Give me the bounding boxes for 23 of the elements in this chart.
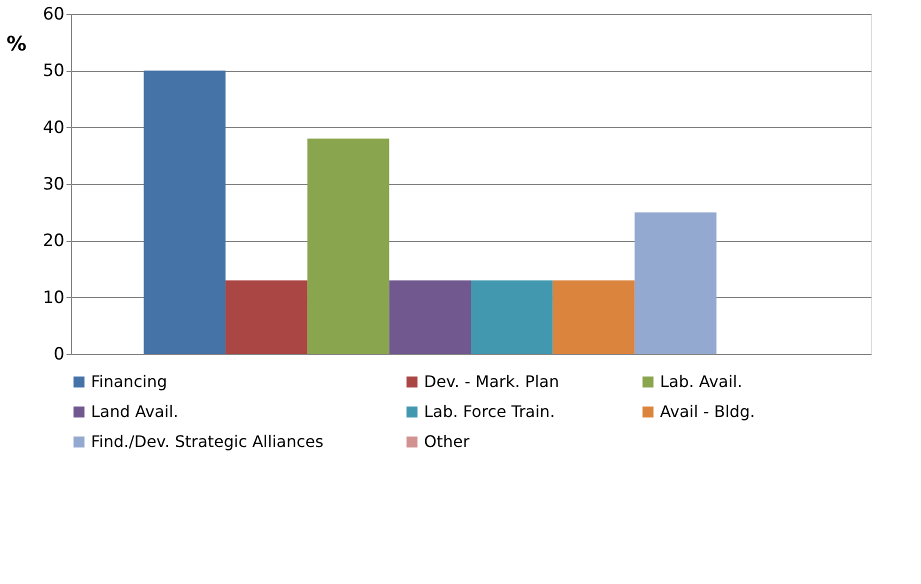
bar (389, 280, 471, 354)
bar (144, 70, 226, 354)
legend-label: Land Avail. (91, 402, 178, 421)
legend-label: Find./Dev. Strategic Alliances (91, 432, 324, 451)
legend-label: Other (424, 432, 470, 451)
bar (471, 280, 553, 354)
legend-label: Dev. - Mark. Plan (424, 372, 560, 391)
y-tick-label: 20 (42, 231, 64, 252)
y-tick-label: 30 (42, 174, 64, 194)
y-tick-label: 40 (42, 118, 64, 138)
bar (226, 280, 308, 354)
y-tick-label: 50 (42, 61, 64, 82)
bar (552, 280, 635, 354)
legend-label: Avail - Bldg. (660, 402, 755, 421)
bar (634, 212, 716, 354)
y-tick-label: 10 (42, 288, 64, 308)
legend-label: Financing (91, 372, 168, 391)
bar (307, 138, 390, 354)
legend-label: Lab. Force Train. (424, 402, 555, 421)
legend-label: Lab. Avail. (660, 372, 742, 391)
y-axis-title: % (6, 32, 26, 56)
y-tick-label: 60 (42, 4, 64, 24)
y-tick-label: 0 (54, 344, 64, 364)
